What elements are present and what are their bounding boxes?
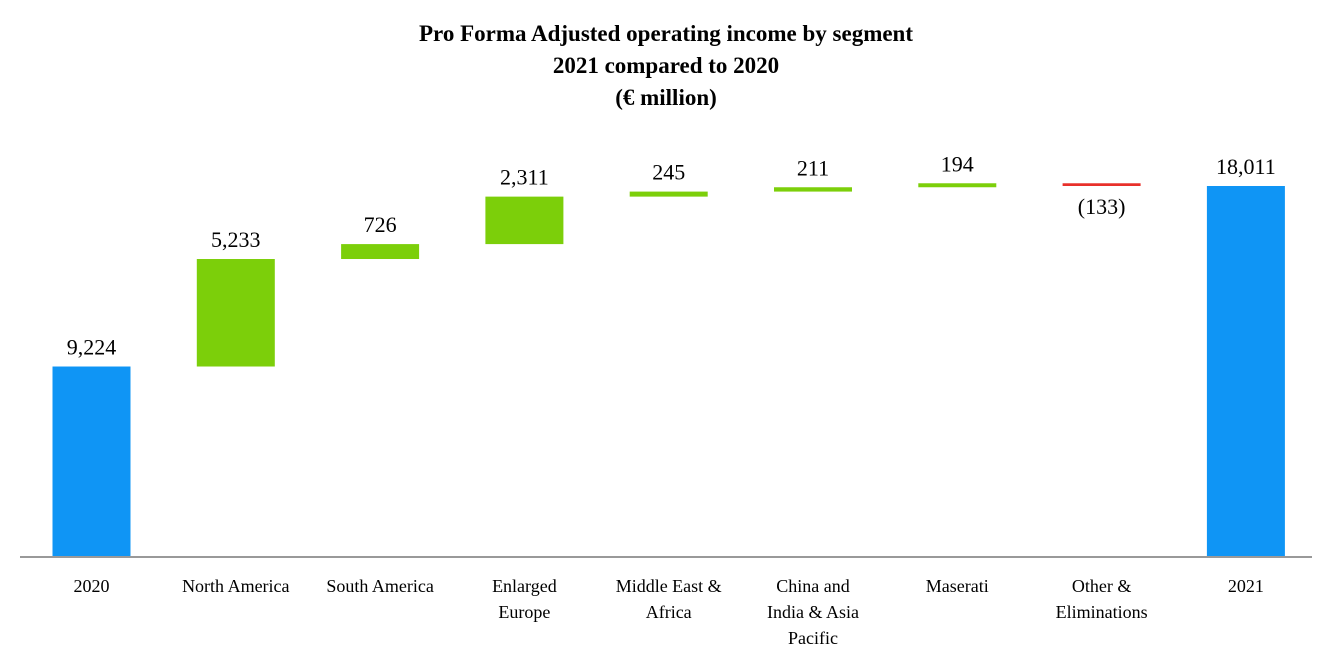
bar-4 [629, 191, 708, 197]
bar-1 [196, 259, 275, 367]
chart-title-line-1: Pro Forma Adjusted operating income by s… [418, 21, 914, 46]
category-label-0: 2020 [74, 576, 110, 596]
category-label-5: China and India & Asia Pacific [767, 576, 859, 648]
bar-7 [1062, 183, 1141, 186]
value-label-1: 5,233 [211, 227, 261, 252]
value-label-8: 18,011 [1216, 154, 1276, 179]
category-label-6: Maserati [926, 576, 989, 596]
chart-title-line-2: 2021 compared to 2020 [552, 53, 780, 78]
value-label-6: 194 [941, 151, 974, 176]
value-label-0: 9,224 [67, 335, 117, 360]
category-label-8: 2021 [1228, 576, 1264, 596]
value-label-7: (133) [1078, 194, 1126, 219]
category-label-7: Other & Eliminations [1056, 576, 1148, 622]
value-label-4: 245 [652, 160, 685, 185]
bar-8 [1206, 186, 1285, 556]
bar-3 [485, 196, 564, 245]
value-label-3: 2,311 [500, 165, 549, 190]
category-label-4: Middle East & Africa [616, 576, 722, 622]
bar-6 [918, 183, 997, 188]
value-label-5: 211 [797, 155, 829, 180]
chart-title-line-3: (€ million) [615, 85, 717, 110]
category-label-2: South America [326, 576, 433, 596]
value-label-2: 726 [364, 212, 397, 237]
bar-5 [774, 187, 852, 192]
category-label-1: North America [182, 576, 289, 596]
bar-2 [341, 244, 420, 260]
category-label-3: Enlarged Europe [492, 576, 557, 622]
bar-0 [52, 366, 131, 556]
chart-title: Pro Forma Adjusted operating income by s… [0, 18, 1332, 114]
